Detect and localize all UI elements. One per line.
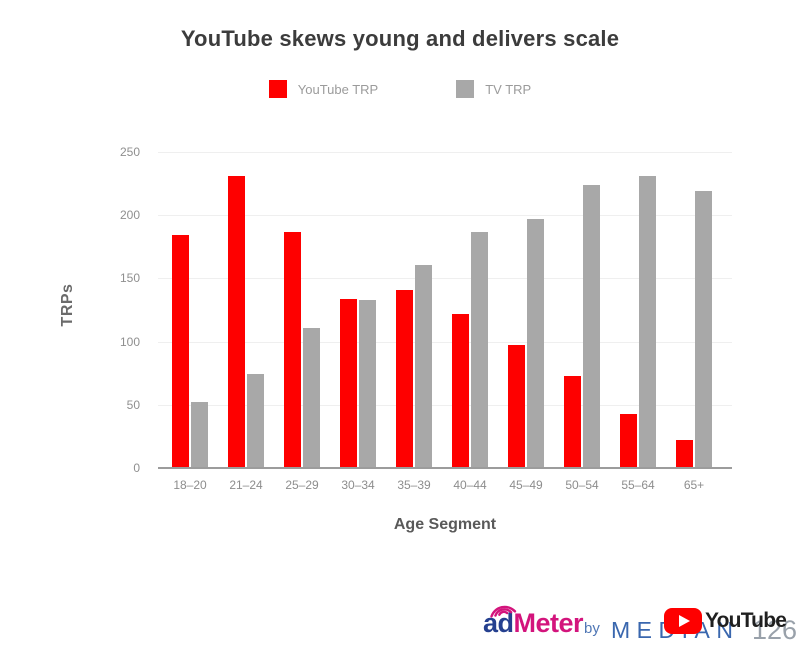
youtube-play-icon	[664, 608, 702, 634]
plot-area	[158, 152, 732, 469]
x-tick-label: 18–20	[173, 478, 207, 492]
x-tick-label: 65+	[683, 478, 705, 492]
bar-group	[676, 191, 712, 468]
bar-group	[284, 231, 320, 468]
y-tick-label: 200	[119, 208, 140, 223]
admeter-wordmark: adMeter	[483, 608, 584, 638]
legend-item-tv-trp: TV TRP	[456, 80, 531, 98]
youtube-logo: YouTube	[664, 608, 787, 634]
gridline	[158, 215, 732, 217]
bar-tv-trp	[415, 264, 432, 468]
x-tick-label: 55–64	[621, 478, 655, 492]
x-tick-label: 45–49	[509, 478, 543, 492]
bar-group	[564, 184, 600, 468]
bar-youtube-trp	[620, 413, 637, 468]
bar-tv-trp	[191, 402, 208, 468]
bar-group	[340, 298, 376, 468]
bar-group	[620, 176, 656, 468]
bar-tv-trp	[247, 374, 264, 468]
legend-swatch-youtube-trp	[268, 80, 287, 98]
legend-label-tv-trp: TV TRP	[485, 81, 532, 97]
x-tick-label: 40–44	[453, 478, 487, 492]
bar-youtube-trp	[564, 375, 581, 468]
footer: adMeter by MEDIAN YouTube 126	[0, 595, 800, 648]
bar-tv-trp	[471, 231, 488, 468]
bar-youtube-trp	[396, 289, 413, 468]
x-tick-label: 50–54	[565, 478, 599, 492]
x-tick-label: 25–29	[285, 478, 319, 492]
youtube-wordmark: YouTube	[705, 609, 787, 632]
bar-group	[396, 264, 432, 468]
bar-tv-trp	[527, 219, 544, 468]
gridline	[158, 404, 732, 406]
y-tick-label: 100	[119, 334, 140, 349]
gridline	[158, 341, 732, 343]
y-tick-label: 50	[126, 397, 140, 412]
bar-youtube-trp	[676, 440, 693, 468]
by-text: by	[584, 620, 600, 637]
bar-group	[508, 219, 544, 468]
page-number: 126	[752, 615, 798, 645]
admeter-signal-icon	[490, 605, 517, 618]
x-axis-title: Age Segment	[393, 516, 497, 533]
bar-group	[172, 235, 208, 468]
admeter-meter-text: Meter	[513, 608, 584, 638]
chart-title: YouTube skews young and delivers scale	[180, 26, 620, 51]
bar-tv-trp	[303, 327, 320, 468]
y-tick-label: 150	[119, 271, 140, 286]
x-axis-labels: 18–20 21–24 25–29 30–34 35–39 40–44 45–49 50–54…	[158, 478, 732, 494]
bar-group	[452, 231, 488, 468]
y-axis: 0 50 100 150 200 250	[0, 145, 140, 475]
gridline	[158, 278, 732, 280]
legend: YouTube TRP TV TRP	[0, 80, 800, 98]
admeter-logo: adMeter	[483, 605, 584, 639]
bar-tv-trp	[583, 184, 600, 468]
bar-tv-trp	[695, 191, 712, 468]
gridline	[158, 152, 732, 153]
bar-youtube-trp	[284, 231, 301, 468]
y-tick-label: 0	[133, 461, 140, 475]
bar-youtube-trp	[340, 298, 357, 468]
bar-youtube-trp	[172, 235, 189, 468]
x-tick-label: 30–34	[341, 478, 375, 492]
admeter-ad-text: ad	[483, 608, 514, 638]
bar-tv-trp	[639, 176, 656, 468]
legend-swatch-tv-trp	[456, 80, 475, 98]
bar-youtube-trp	[228, 176, 245, 468]
y-tick-label: 250	[119, 145, 140, 159]
bar-group	[228, 176, 264, 468]
bar-youtube-trp	[452, 313, 469, 468]
x-tick-label: 35–39	[397, 478, 431, 492]
x-tick-label: 21–24	[229, 478, 263, 492]
bar-tv-trp	[359, 299, 376, 468]
legend-label-youtube-trp: YouTube TRP	[297, 81, 379, 97]
x-axis-line	[158, 467, 732, 469]
bar-youtube-trp	[508, 345, 525, 468]
legend-item-youtube-trp: YouTube TRP	[268, 80, 379, 98]
